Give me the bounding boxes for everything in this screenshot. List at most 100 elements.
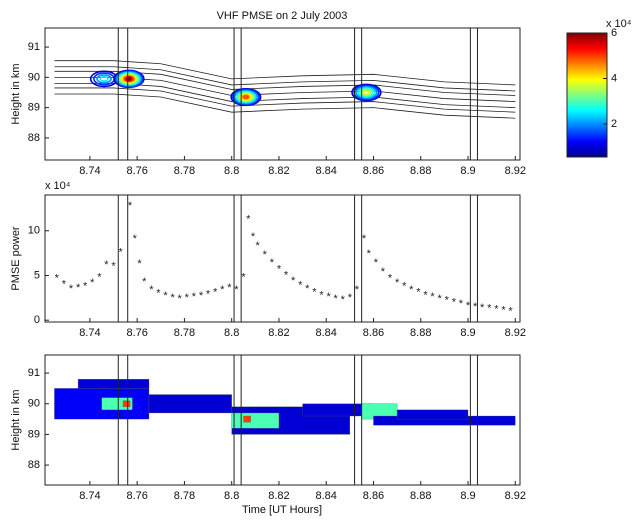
y-tick-label: 88 [28, 132, 40, 144]
x-tick-label: 8.88 [410, 327, 431, 339]
y-tick-label: 89 [28, 102, 40, 114]
point: * [402, 280, 407, 292]
x-tick-label: 8.78 [174, 327, 195, 339]
point: * [348, 292, 353, 304]
y-label: PMSE power [10, 226, 22, 291]
contour-blob [99, 75, 109, 82]
point: * [133, 233, 138, 245]
x-tick-label: 8.86 [363, 490, 384, 502]
cell [77, 379, 150, 389]
point: * [416, 287, 421, 299]
point: * [55, 272, 60, 284]
point: * [423, 289, 428, 301]
y-tick-label: 91 [28, 367, 40, 379]
x-tick-label: 8.86 [363, 327, 384, 339]
point: * [234, 284, 239, 296]
x-tick-label: 8.9 [460, 490, 475, 502]
y-tick-label: 91 [28, 41, 40, 53]
point: * [206, 288, 211, 300]
contour-blob [236, 91, 255, 103]
contour-blob [363, 90, 370, 95]
x-tick-label: 8.8 [224, 165, 239, 177]
point: * [473, 301, 478, 313]
point: * [291, 275, 296, 287]
cell [396, 409, 469, 420]
point: * [137, 258, 142, 270]
point: * [487, 303, 492, 315]
x-tick-label: 8.76 [126, 490, 147, 502]
point: * [277, 263, 282, 275]
point: * [128, 200, 133, 212]
contour-blob [357, 86, 376, 99]
y-label: Height in km [10, 389, 22, 450]
y-tick-label: 90 [28, 71, 40, 83]
point: * [466, 300, 471, 312]
point: * [284, 270, 289, 282]
point: * [97, 271, 102, 283]
y-tick-label: 88 [28, 459, 40, 471]
point: * [251, 231, 256, 243]
point: * [118, 246, 123, 258]
x-tick-label: 8.76 [126, 165, 147, 177]
x-tick-label: 8.84 [316, 327, 337, 339]
point: * [76, 282, 81, 294]
point: * [149, 284, 154, 296]
point: * [430, 291, 435, 303]
point: * [312, 287, 317, 299]
contour-blob [96, 74, 112, 84]
y-exponent: x 10⁴ [45, 180, 71, 192]
point: * [395, 277, 400, 289]
point: * [241, 271, 246, 283]
contour-blob [243, 95, 249, 99]
x-tick-label: 8.86 [363, 165, 384, 177]
point: * [501, 304, 506, 316]
y-label: Height in km [10, 63, 22, 124]
x-tick-label: 8.74 [79, 165, 100, 177]
x-tick-label: 8.74 [79, 327, 100, 339]
cell [148, 394, 232, 414]
contour-line [54, 93, 516, 119]
point: * [374, 257, 379, 269]
point: * [104, 259, 109, 271]
x-tick-label: 8.82 [268, 327, 289, 339]
point: * [263, 249, 268, 261]
contour-line [54, 87, 516, 113]
x-tick-label: 8.84 [316, 165, 337, 177]
colorbar-tick-label: 4 [611, 72, 617, 84]
colorbar-exponent: x 10⁴ [606, 18, 632, 30]
point: * [199, 290, 204, 302]
contour-blob [351, 83, 382, 102]
point: * [220, 284, 225, 296]
x-tick-label: 8.8 [224, 327, 239, 339]
point: * [409, 284, 414, 296]
contour-blob [241, 94, 251, 100]
y-tick-label: 90 [28, 398, 40, 410]
point: * [178, 293, 183, 305]
contour-blob [238, 92, 254, 102]
point: * [445, 295, 450, 307]
point: * [90, 277, 95, 289]
y-tick-label: 89 [28, 428, 40, 440]
plot-frame [44, 194, 521, 323]
contour-line [54, 60, 516, 86]
point: * [319, 289, 324, 301]
point: * [227, 282, 232, 294]
point: * [142, 276, 147, 288]
y-tick-label: 10 [28, 225, 40, 237]
point: * [185, 292, 190, 304]
point: * [213, 287, 218, 299]
contour-blob [230, 87, 262, 107]
point: * [270, 257, 275, 269]
y-tick-label: 0 [34, 314, 40, 326]
point: * [83, 280, 88, 292]
point: * [156, 287, 161, 299]
x-tick-label: 8.92 [505, 327, 526, 339]
point: * [170, 292, 175, 304]
point: * [69, 283, 74, 295]
contour-line [54, 66, 516, 92]
colorbar [566, 32, 608, 158]
point: * [381, 266, 386, 278]
x-tick-label: 8.9 [460, 165, 475, 177]
point: * [334, 293, 339, 305]
